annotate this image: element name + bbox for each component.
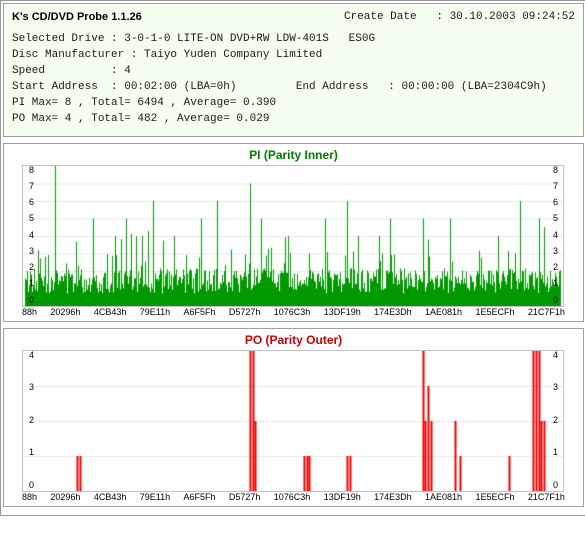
disc-manufacturer-line: Disc Manufacturer : Taiyo Yuden Company … xyxy=(12,48,575,64)
address-line: Start Address : 00:02:00 (LBA=0h) End Ad… xyxy=(12,80,575,96)
po-y-axis-left: 01234 xyxy=(22,350,34,490)
pi-y-axis-right: 012345678 xyxy=(553,165,565,305)
po-y-axis-right: 01234 xyxy=(553,350,565,490)
pi-chart-canvas xyxy=(22,165,564,307)
po-chart-panel: PO (Parity Outer) 01234 01234 88h20296h4… xyxy=(3,328,584,507)
speed-line: Speed : 4 xyxy=(12,64,575,80)
info-header: K's CD/DVD Probe 1.1.26 Create Date : 30… xyxy=(3,3,584,137)
pi-chart-title: PI (Parity Inner) xyxy=(8,146,579,165)
pi-chart-panel: PI (Parity Inner) 012345678 012345678 88… xyxy=(3,143,584,322)
drive-info-line: Selected Drive : 3-0-1-0 LITE-ON DVD+RW … xyxy=(12,32,575,48)
pi-y-axis-left: 012345678 xyxy=(22,165,34,305)
po-chart-title: PO (Parity Outer) xyxy=(8,331,579,350)
po-stats-line: PO Max= 4 , Total= 482 , Average= 0.029 xyxy=(12,112,575,128)
create-date: Create Date : 30.10.2003 09:24:52 xyxy=(344,10,575,26)
po-chart-canvas xyxy=(22,350,564,492)
app-title: K's CD/DVD Probe 1.1.26 xyxy=(12,10,142,26)
pi-stats-line: PI Max= 8 , Total= 6494 , Average= 0.390 xyxy=(12,96,575,112)
